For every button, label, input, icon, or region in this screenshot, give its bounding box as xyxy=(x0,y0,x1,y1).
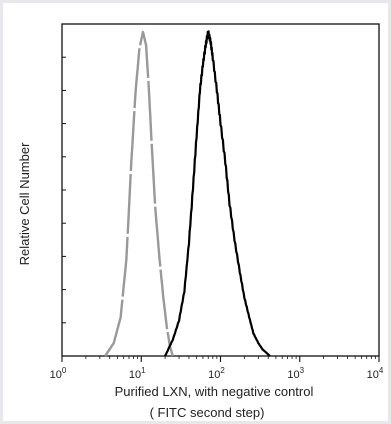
x-axis-label-line1: Purified LXN, with negative control xyxy=(115,384,314,399)
y-axis-label: Relative Cell Number xyxy=(17,142,32,265)
plot-border xyxy=(61,23,380,357)
axes xyxy=(61,23,380,357)
chart-frame xyxy=(3,3,388,421)
x-axis-label-line2: ( FITC second step) xyxy=(150,405,265,420)
series-layer xyxy=(104,30,271,357)
x-tick-label: 100 xyxy=(50,366,67,381)
x-tick-label: 101 xyxy=(129,366,146,381)
x-tick-label: 102 xyxy=(208,366,225,381)
series-line-2 xyxy=(164,30,271,357)
x-tick-label: 104 xyxy=(367,366,384,381)
x-tick-label: 103 xyxy=(287,366,304,381)
ticks-layer: 100 101 102 103 104 xyxy=(50,356,384,381)
series-line-1 xyxy=(104,30,174,357)
